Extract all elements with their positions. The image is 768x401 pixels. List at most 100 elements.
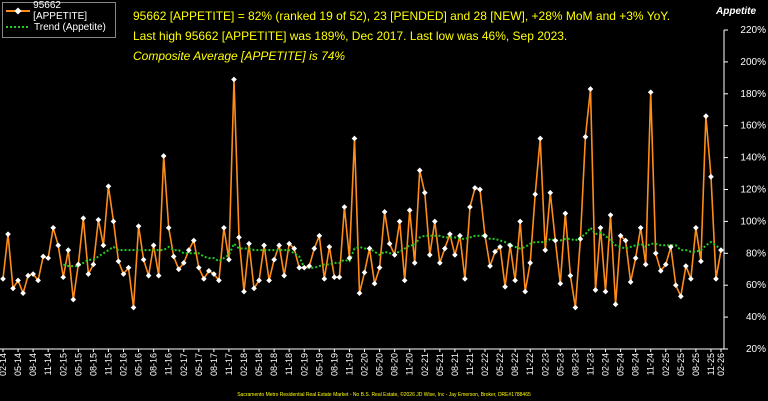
data-point-appetite	[286, 240, 293, 247]
data-point-appetite	[25, 272, 31, 279]
y-tick-label: 200%	[740, 57, 766, 68]
data-point-appetite	[371, 280, 378, 287]
data-point-appetite	[20, 290, 26, 297]
data-point-appetite	[326, 244, 333, 250]
data-point-appetite	[532, 191, 539, 198]
x-tick-label: 02-25	[661, 353, 671, 376]
legend-label-trend: Trend (Appetite)	[34, 21, 106, 33]
data-point-appetite	[683, 263, 689, 269]
data-point-appetite	[426, 252, 433, 258]
data-point-appetite	[693, 224, 699, 231]
data-point-appetite	[346, 255, 353, 261]
data-point-appetite	[678, 293, 684, 300]
data-point-appetite	[50, 224, 57, 231]
headline-composite: Composite Average [APPETITE] is 74%	[133, 49, 346, 63]
data-point-appetite	[708, 173, 714, 180]
data-point-appetite	[381, 209, 388, 215]
y-tick-label: 20%	[746, 344, 766, 355]
data-point-appetite	[125, 264, 132, 271]
data-point-appetite	[577, 236, 584, 242]
x-tick-label: 08-20	[390, 353, 400, 376]
y-tick-label: 100%	[740, 216, 766, 227]
x-tick-label: 08-19	[329, 353, 339, 376]
data-point-appetite	[85, 271, 92, 277]
data-point-appetite	[70, 296, 77, 303]
data-point-appetite	[221, 224, 227, 231]
x-tick-label: 11-16	[164, 353, 174, 375]
data-point-appetite	[331, 274, 338, 281]
y-tick-label: 140%	[740, 153, 766, 164]
footer-credit: Sacramento Metro Residential Real Estate…	[237, 392, 531, 398]
x-tick-label: 11-25	[706, 353, 716, 375]
data-point-appetite	[366, 245, 373, 252]
data-point-appetite	[386, 240, 393, 247]
data-point-appetite	[713, 275, 719, 282]
data-point-appetite	[100, 242, 107, 249]
data-point-appetite	[160, 153, 167, 159]
data-point-appetite	[0, 275, 6, 282]
x-tick-label: 05-14	[13, 353, 23, 376]
x-tick-label: 11-19	[344, 353, 354, 375]
data-point-appetite	[436, 260, 443, 266]
data-point-appetite	[211, 271, 217, 277]
data-point-appetite	[657, 268, 664, 274]
data-point-appetite	[65, 247, 72, 253]
data-point-appetite	[562, 210, 569, 217]
data-point-appetite	[150, 242, 157, 249]
data-point-appetite	[351, 135, 358, 142]
data-point-appetite	[140, 256, 147, 263]
data-point-appetite	[120, 271, 127, 277]
data-point-appetite	[502, 283, 508, 290]
data-point-appetite	[95, 216, 102, 223]
data-point-appetite	[507, 242, 513, 249]
x-tick-label: 02-23	[540, 353, 550, 376]
data-point-appetite	[667, 244, 674, 250]
data-point-appetite	[231, 76, 237, 83]
data-point-appetite	[406, 207, 413, 214]
x-tick-label: 02-26	[716, 353, 726, 376]
data-point-appetite	[291, 245, 298, 252]
data-point-appetite	[431, 218, 438, 225]
x-tick-label: 02-14	[0, 353, 8, 376]
y-tick-label: 180%	[740, 89, 766, 100]
x-tick-label: 02-22	[480, 353, 490, 376]
data-point-appetite	[547, 189, 554, 196]
data-point-appetite	[165, 224, 172, 231]
x-tick-label: 08-23	[570, 353, 580, 376]
data-point-appetite	[301, 264, 308, 271]
y-tick-label: 80%	[746, 248, 766, 259]
x-tick-label: 05-18	[254, 353, 264, 376]
data-point-appetite	[391, 252, 398, 258]
data-point-appetite	[195, 264, 202, 271]
data-point-appetite	[396, 218, 403, 225]
x-tick-label: 05-25	[676, 353, 686, 376]
x-tick-label: 11-18	[284, 353, 294, 375]
x-tick-label: 05-24	[616, 353, 626, 376]
data-point-appetite	[622, 237, 629, 244]
data-point-appetite	[105, 183, 112, 190]
x-tick-label: 08-25	[691, 353, 701, 376]
data-point-appetite	[582, 134, 589, 140]
data-point-appetite	[115, 258, 122, 265]
x-tick-label: 05-23	[555, 353, 565, 376]
y-tick-label: 40%	[746, 312, 766, 323]
x-tick-label: 11-24	[646, 353, 656, 375]
data-point-appetite	[261, 242, 267, 249]
x-tick-label: 11-20	[405, 353, 415, 375]
series-line-appetite	[2, 79, 722, 308]
y-tick-label: 220%	[740, 25, 766, 36]
x-tick-label: 08-16	[149, 353, 159, 376]
x-tick-label: 05-17	[194, 353, 204, 376]
data-point-appetite	[185, 247, 192, 253]
data-point-appetite	[296, 264, 303, 271]
legend-label-appetite: 95662 [APPETITE]	[33, 0, 88, 22]
data-point-appetite	[572, 304, 579, 311]
data-point-appetite	[226, 256, 232, 263]
data-point-appetite	[336, 274, 343, 281]
data-point-appetite	[60, 274, 67, 281]
data-point-appetite	[627, 279, 634, 285]
data-point-appetite	[251, 285, 257, 292]
x-tick-label: 02-24	[601, 353, 611, 376]
data-point-appetite	[311, 245, 318, 252]
data-point-appetite	[597, 224, 604, 231]
